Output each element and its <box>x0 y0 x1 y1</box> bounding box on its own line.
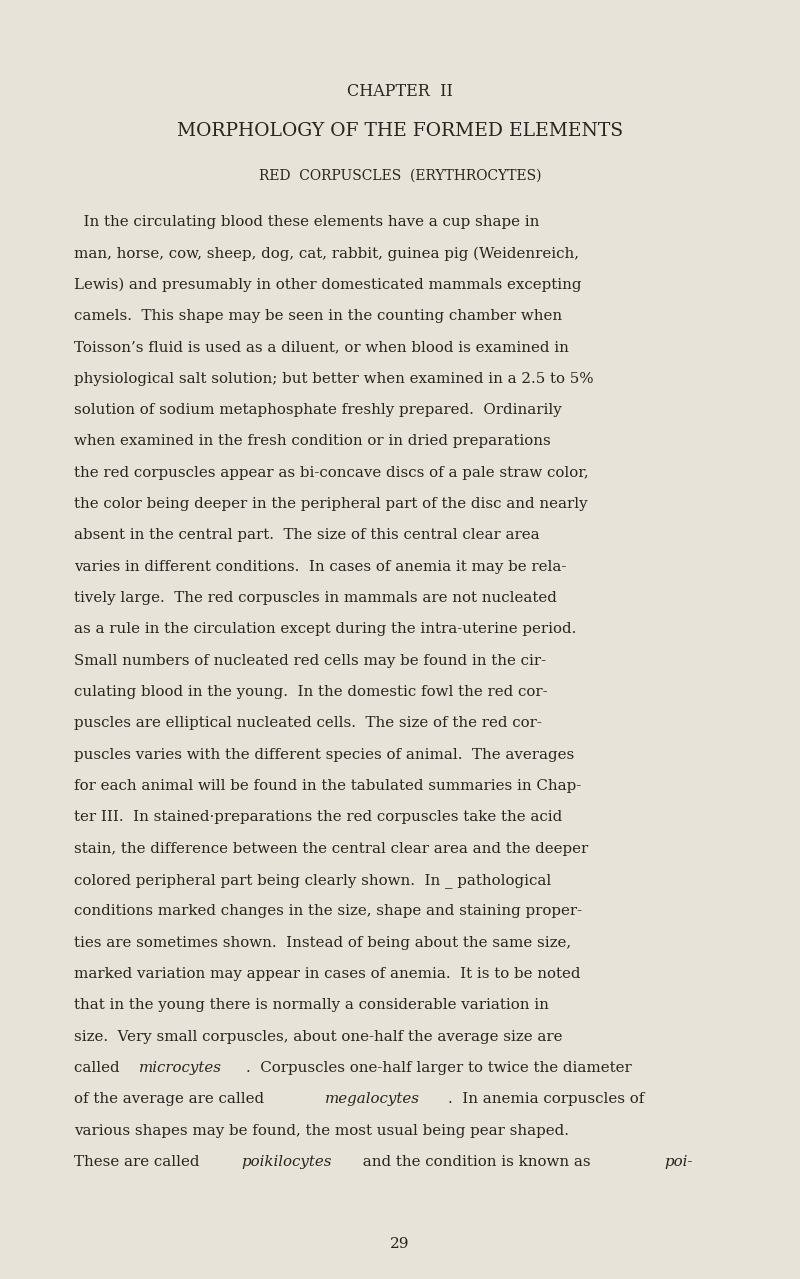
Text: size.  Very small corpuscles, about one-half the average size are: size. Very small corpuscles, about one-h… <box>74 1030 562 1044</box>
Text: stain, the difference between the central clear area and the deeper: stain, the difference between the centra… <box>74 842 588 856</box>
Text: Lewis) and presumably in other domesticated mammals excepting: Lewis) and presumably in other domestica… <box>74 278 581 292</box>
Text: as a rule in the circulation except during the intra-uterine period.: as a rule in the circulation except duri… <box>74 623 576 636</box>
Text: culating blood in the young.  In the domestic fowl the red cor-: culating blood in the young. In the dome… <box>74 686 547 698</box>
Text: These are called: These are called <box>74 1155 204 1169</box>
Text: tively large.  The red corpuscles in mammals are not nucleated: tively large. The red corpuscles in mamm… <box>74 591 557 605</box>
Text: solution of sodium metaphosphate freshly prepared.  Ordinarily: solution of sodium metaphosphate freshly… <box>74 403 562 417</box>
Text: poi-: poi- <box>665 1155 694 1169</box>
Text: conditions marked changes in the size, shape and staining proper-: conditions marked changes in the size, s… <box>74 904 582 918</box>
Text: when examined in the fresh condition or in dried preparations: when examined in the fresh condition or … <box>74 435 550 448</box>
Text: varies in different conditions.  In cases of anemia it may be rela-: varies in different conditions. In cases… <box>74 560 566 573</box>
Text: megalocytes: megalocytes <box>325 1092 420 1106</box>
Text: puscles are elliptical nucleated cells.  The size of the red cor-: puscles are elliptical nucleated cells. … <box>74 716 542 730</box>
Text: marked variation may appear in cases of anemia.  It is to be noted: marked variation may appear in cases of … <box>74 967 580 981</box>
Text: MORPHOLOGY OF THE FORMED ELEMENTS: MORPHOLOGY OF THE FORMED ELEMENTS <box>177 122 623 139</box>
Text: absent in the central part.  The size of this central clear area: absent in the central part. The size of … <box>74 528 539 542</box>
Text: In the circulating blood these elements have a cup shape in: In the circulating blood these elements … <box>74 215 539 229</box>
Text: CHAPTER  II: CHAPTER II <box>347 83 453 100</box>
Text: .  In anemia corpuscles of: . In anemia corpuscles of <box>448 1092 644 1106</box>
Text: the red corpuscles appear as bi-concave discs of a pale straw color,: the red corpuscles appear as bi-concave … <box>74 466 588 480</box>
Text: camels.  This shape may be seen in the counting chamber when: camels. This shape may be seen in the co… <box>74 310 562 322</box>
Text: microcytes: microcytes <box>138 1062 222 1074</box>
Text: RED  CORPUSCLES  (ERYTHROCYTES): RED CORPUSCLES (ERYTHROCYTES) <box>258 169 542 183</box>
Text: 29: 29 <box>390 1237 410 1251</box>
Text: that in the young there is normally a considerable variation in: that in the young there is normally a co… <box>74 999 549 1012</box>
Text: ties are sometimes shown.  Instead of being about the same size,: ties are sometimes shown. Instead of bei… <box>74 936 570 949</box>
Text: called: called <box>74 1062 124 1074</box>
Text: of the average are called: of the average are called <box>74 1092 269 1106</box>
Text: the color being deeper in the peripheral part of the disc and nearly: the color being deeper in the peripheral… <box>74 498 587 510</box>
Text: puscles varies with the different species of animal.  The averages: puscles varies with the different specie… <box>74 748 574 761</box>
Text: man, horse, cow, sheep, dog, cat, rabbit, guinea pig (Weidenreich,: man, horse, cow, sheep, dog, cat, rabbit… <box>74 246 578 261</box>
Text: for each animal will be found in the tabulated summaries in Chap-: for each animal will be found in the tab… <box>74 779 581 793</box>
Text: Toisson’s fluid is used as a diluent, or when blood is examined in: Toisson’s fluid is used as a diluent, or… <box>74 340 569 354</box>
Text: Small numbers of nucleated red cells may be found in the cir-: Small numbers of nucleated red cells may… <box>74 654 546 668</box>
Text: colored peripheral part being clearly shown.  In _ pathological: colored peripheral part being clearly sh… <box>74 874 551 888</box>
Text: physiological salt solution; but better when examined in a 2.5 to 5%: physiological salt solution; but better … <box>74 371 594 385</box>
Text: poikilocytes: poikilocytes <box>242 1155 332 1169</box>
Text: .  Corpuscles one-half larger to twice the diameter: . Corpuscles one-half larger to twice th… <box>246 1062 631 1074</box>
Text: and the condition is known as: and the condition is known as <box>358 1155 596 1169</box>
Text: ter III.  In stained·preparations the red corpuscles take the acid: ter III. In stained·preparations the red… <box>74 811 562 824</box>
Text: various shapes may be found, the most usual being pear shaped.: various shapes may be found, the most us… <box>74 1124 569 1137</box>
